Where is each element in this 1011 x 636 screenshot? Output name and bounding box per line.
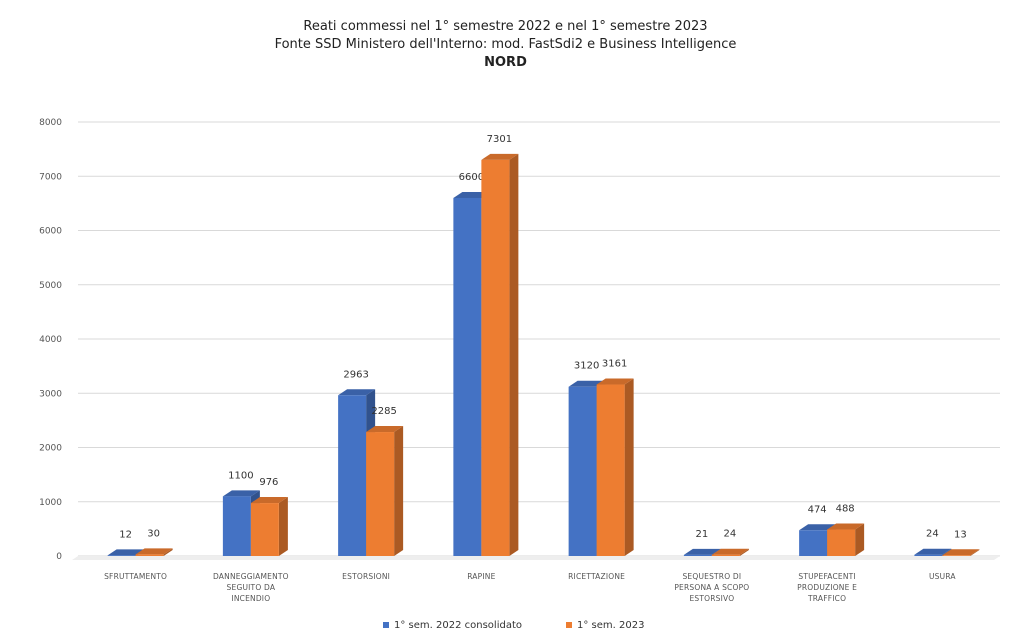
bar-side: [855, 523, 865, 556]
bar-side: [394, 426, 404, 556]
bar-side: [624, 378, 634, 556]
category-label: ESTORSIVO: [689, 594, 734, 603]
chart-title-line-3: NORD: [484, 55, 527, 70]
bar: [799, 530, 828, 556]
y-tick-label: 4000: [39, 335, 62, 345]
category-label: TRAFFICO: [807, 594, 846, 603]
category-label: DANNEGGIAMENTO: [213, 572, 289, 581]
legend-swatch: [383, 622, 389, 628]
category-label: RAPINE: [467, 572, 495, 581]
bar-top: [135, 548, 173, 555]
bar-top: [942, 549, 980, 556]
bar: [683, 554, 712, 556]
data-label: 21: [696, 529, 709, 540]
bar-top: [683, 548, 721, 555]
data-label: 976: [259, 477, 278, 488]
legend-label: 1° sem. 2022 consolidato: [394, 620, 522, 631]
category-label: PRODUZIONE E: [797, 583, 857, 592]
bar: [250, 503, 279, 556]
data-label: 474: [808, 504, 827, 515]
bar: [568, 386, 597, 556]
bar: [711, 554, 740, 556]
bar-side: [278, 497, 288, 556]
bar: [107, 555, 136, 556]
category-label: RICETTAZIONE: [568, 572, 625, 581]
data-label: 3120: [574, 361, 599, 372]
bar-top: [827, 523, 865, 530]
y-tick-label: 6000: [39, 227, 62, 237]
category-label: SEGUITO DA: [227, 583, 276, 592]
category-label: SFRUTTAMENTO: [104, 572, 167, 581]
bar-side: [970, 549, 980, 556]
bar: [338, 395, 367, 556]
data-label: 13: [954, 529, 967, 540]
bar: [222, 496, 251, 556]
bar-top: [914, 548, 952, 555]
category-label: SEQUESTRO DI: [682, 572, 741, 581]
chart-title-line-2: Fonte SSD Ministero dell'Interno: mod. F…: [274, 37, 737, 52]
data-label: 6600: [459, 172, 484, 183]
bar: [135, 554, 164, 556]
y-tick-label: 2000: [39, 444, 62, 454]
bar: [942, 555, 971, 556]
data-label: 30: [147, 528, 160, 539]
y-tick-label: 5000: [39, 281, 62, 291]
bar: [366, 432, 395, 556]
legend-label: 1° sem. 2023: [577, 620, 644, 631]
bar-top: [338, 389, 376, 396]
category-label: PERSONA A SCOPO: [674, 583, 749, 592]
bar: [914, 554, 943, 556]
bar-top: [711, 548, 749, 555]
data-label: 7301: [487, 134, 512, 145]
bar: [596, 384, 625, 556]
bar-side: [163, 548, 173, 556]
bar: [453, 197, 482, 556]
data-label: 2285: [371, 406, 396, 417]
legend-swatch: [566, 622, 572, 628]
chart-title: Reati commessi nel 1° semestre 2022 e ne…: [0, 18, 1011, 72]
y-tick-label: 3000: [39, 389, 62, 399]
bar-top: [250, 497, 288, 504]
data-label: 3161: [602, 359, 627, 370]
data-label: 1100: [228, 470, 253, 481]
bar-side: [739, 548, 749, 556]
data-label: 12: [119, 529, 132, 540]
bar-top: [107, 549, 145, 556]
bar-top: [453, 191, 491, 198]
bar-top: [222, 490, 260, 497]
category-label: STUPEFACENTI: [798, 572, 856, 581]
bar-top: [568, 380, 606, 387]
bar-top: [799, 524, 837, 531]
bar: [481, 159, 510, 556]
bar: [827, 529, 856, 556]
chart-floor: [72, 556, 1000, 560]
bar-top: [481, 153, 519, 160]
y-tick-label: 1000: [39, 498, 62, 508]
data-label: 24: [926, 529, 939, 540]
category-label: INCENDIO: [231, 594, 270, 603]
data-label: 24: [724, 529, 737, 540]
y-tick-label: 7000: [39, 172, 62, 182]
y-tick-label: 8000: [39, 118, 62, 128]
bar-top: [366, 426, 404, 433]
y-tick-label: 0: [56, 552, 62, 562]
bar-side: [509, 153, 519, 556]
category-label: USURA: [929, 572, 956, 581]
data-label: 2963: [343, 369, 368, 380]
bar-top: [596, 378, 634, 385]
data-label: 488: [836, 504, 855, 515]
chart-title-line-1: Reati commessi nel 1° semestre 2022 e ne…: [303, 19, 708, 34]
category-label: ESTORSIONI: [342, 572, 390, 581]
